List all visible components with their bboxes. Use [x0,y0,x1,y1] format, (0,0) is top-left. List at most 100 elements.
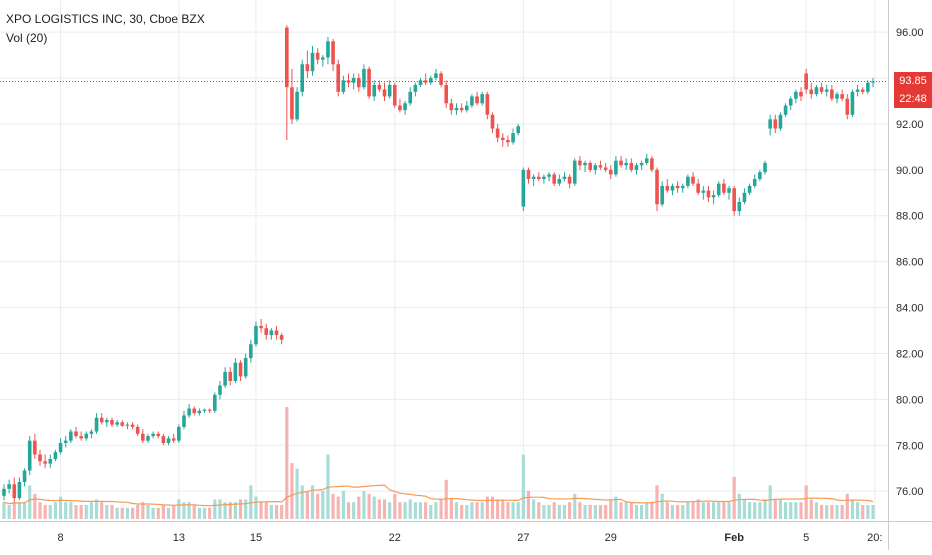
candle-body [444,84,449,104]
candle-down [356,73,361,92]
candle-body [722,183,726,193]
candle-up [778,112,783,131]
candle-body [22,470,27,482]
candle-body [218,385,222,395]
candle-body [840,94,844,99]
volume-bar [532,499,536,519]
candle-body [583,162,587,166]
candle-down [567,174,572,189]
candle-up [855,84,860,97]
volume-bar [526,491,531,519]
candle-up [583,160,587,173]
time-axis-label: Feb [724,532,744,544]
candle-body [459,107,464,111]
candle-body [382,89,387,97]
volume-bar [629,502,633,519]
candle-body [567,176,572,184]
candle-body [557,179,562,184]
candle-body [686,176,690,186]
candle-up [547,172,551,182]
candle-body [125,424,130,426]
candle-body [434,73,438,79]
candle-body [110,420,114,425]
candle-body [747,185,752,193]
candle-up [233,358,238,384]
volume-bar [310,485,315,519]
candle-up [752,174,757,189]
volume-bar [115,507,119,519]
volume-bar [192,505,196,519]
candle-body [27,440,32,471]
volume-bar [866,505,870,519]
candle-body [629,162,634,170]
candle-body [408,91,413,104]
candle-body [428,78,433,83]
time-axis-label: 29 [605,532,617,544]
candle-up [372,80,377,101]
price-axis-label: 82.00 [896,348,924,360]
candle-body [115,422,119,425]
volume-bar [120,507,124,519]
symbol-title[interactable]: XPO LOGISTICS INC, 30, Cboe BZX [6,12,205,26]
candle-body [799,91,803,97]
volume-bar [362,491,366,519]
volume-bar [223,502,227,519]
candle-body [274,330,279,336]
volume-bar [475,502,479,519]
candle-body [7,484,11,489]
candle-up [454,103,459,115]
volume-bar [665,502,669,519]
candle-body [161,436,166,443]
candle-up [572,158,577,186]
volume-bar [429,505,433,519]
volume-bar [568,502,572,519]
volume-bar [398,502,402,519]
candle-down [485,91,490,120]
candle-body [177,426,181,441]
candle-body [634,165,639,170]
candle-up [202,408,207,414]
time-axis-label: 8 [57,532,63,544]
volume-bar [542,505,546,519]
candle-down [655,167,659,212]
volume-bar [218,499,222,519]
candle-up [516,123,521,136]
candle-up [177,424,181,443]
candle-body [542,176,546,180]
candle-body [207,409,212,411]
candle-body [490,114,495,129]
candle-body [305,64,310,72]
candle-up [63,436,68,448]
price-axis-label: 76.00 [896,486,924,498]
candle-up [413,82,418,97]
candle-up [408,87,413,106]
time-axis-label: 22 [389,532,401,544]
candle-up [89,429,94,439]
volume-bar [228,502,232,519]
candle-body [871,81,875,83]
candle-body [171,438,176,441]
candle-down [799,87,803,101]
candle-down [274,325,279,340]
candle-up [639,160,644,170]
candle-body [639,162,644,166]
candle-body [130,424,135,427]
volume-bar [336,496,340,519]
price-axis-label: 96.00 [896,27,924,39]
volume-bar [177,499,181,519]
volume-bar [701,502,705,519]
volume-bar [94,499,99,519]
candles [2,25,875,503]
volume-indicator-label[interactable]: Vol (20) [6,31,48,45]
candle-body [326,41,330,58]
time-axis-label: 13 [173,532,185,544]
candle-body [372,84,377,97]
candle-up [634,162,639,175]
candle-up [300,59,305,97]
candle-down [377,80,382,92]
candle-body [778,114,783,129]
volume-bar [357,496,361,519]
candle-body [197,410,202,414]
